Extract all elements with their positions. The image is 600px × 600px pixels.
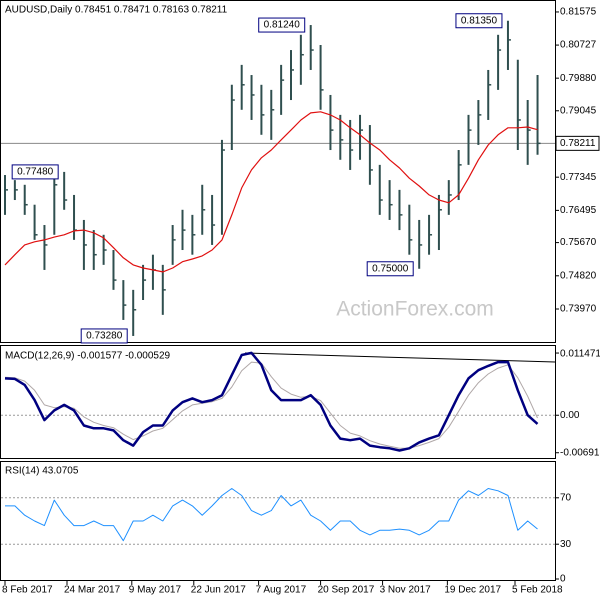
y-tick-label: -0.006913: [560, 447, 600, 458]
y-tick-label: 0.76495: [560, 205, 597, 216]
price-panel: [0, 0, 556, 343]
annotation-box: [258, 17, 306, 33]
x-tick-label: 7 Aug 2017: [256, 585, 307, 596]
annotation-label: 0.81240: [264, 20, 301, 31]
rsi-panel: [0, 461, 556, 581]
indicator-line: [5, 488, 538, 542]
x-tick-label: 3 Nov 2017: [380, 585, 432, 596]
indicator-line: [4, 361, 538, 449]
x-tick-label: 22 Jun 2017: [191, 585, 246, 596]
y-tick-label: 30: [560, 539, 572, 550]
moving-average: [4, 111, 538, 273]
trend-line: [244, 352, 556, 363]
annotation-label: 0.81350: [461, 15, 498, 26]
panel-title: RSI(14) 43.0705: [5, 466, 79, 477]
y-tick-label: 0.73970: [560, 304, 597, 315]
annotation-box: [366, 261, 414, 277]
panel-title: MACD(12,26,9) -0.001577 -0.000529: [5, 351, 171, 362]
x-tick-label: 19 Dec 2017: [444, 585, 501, 596]
x-tick-label: 9 May 2017: [129, 585, 182, 596]
y-tick-label: 0.74820: [560, 270, 597, 281]
y-tick-label: 0.81575: [560, 7, 597, 18]
last-price-box: [555, 135, 600, 151]
y-tick-label: 0.75670: [560, 237, 597, 248]
annotation-label: 0.77480: [17, 167, 54, 178]
annotation-box: [80, 328, 128, 344]
watermark: ActionForex.com: [336, 298, 494, 321]
last-price-label: 0.78211: [560, 138, 596, 149]
y-tick-label: 0.80727: [560, 40, 597, 51]
annotation-label: 0.73280: [86, 331, 123, 342]
macd-panel: [0, 345, 556, 459]
y-tick-label: 0.011471: [560, 349, 600, 360]
annotation-box: [11, 164, 59, 180]
y-tick-label: 70: [560, 492, 572, 503]
y-tick-label: 0.00: [560, 410, 580, 421]
panel-title: AUDUSD,Daily 0.78451 0.78471 0.78163 0.7…: [5, 5, 228, 16]
y-tick-label: 0.77345: [560, 172, 597, 183]
y-tick-label: 0: [560, 574, 566, 585]
y-tick-label: 0.79045: [560, 105, 597, 116]
annotation-label: 0.75000: [372, 263, 409, 274]
y-tick-label: 0.79880: [560, 73, 597, 84]
x-tick-label: 8 Feb 2017: [2, 585, 53, 596]
x-tick-label: 20 Sep 2017: [318, 585, 375, 596]
indicator-line: [4, 351, 539, 452]
annotation-box: [455, 13, 503, 29]
x-tick-label: 5 Feb 2018: [512, 585, 563, 596]
x-tick-label: 24 Mar 2017: [64, 585, 121, 596]
